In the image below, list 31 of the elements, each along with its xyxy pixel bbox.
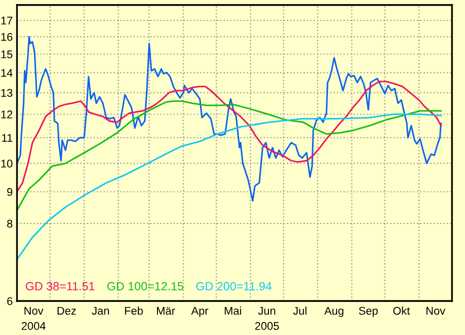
x-tick-label: Aug [324, 306, 344, 317]
text: GD 200=11.94 [196, 282, 272, 290]
y-tick-label: 16 [1, 33, 12, 41]
x-tick-label: Sep [358, 306, 378, 317]
x-tick-label: Nov 2004 [22, 306, 46, 330]
text: GD 100=12.15 [107, 282, 184, 290]
x-tick-label: Apr [191, 306, 208, 317]
y-tick-label: 14 [1, 69, 13, 77]
x-tick-label: Jun 2005 [255, 306, 279, 330]
x-tick-label: Jan [92, 306, 109, 315]
y-tick-label: 9 [7, 188, 12, 196]
x-tick-label: Okt [393, 306, 410, 315]
x-tick-label: Jul [293, 306, 306, 315]
x-tick-label: Nov [426, 306, 446, 315]
y-tick-label: 6 [7, 297, 12, 306]
y-tick-label: 11 [2, 134, 12, 142]
line-series [17, 36, 442, 202]
x-tick-label: Mai [224, 306, 242, 315]
x-tick-label: Feb [125, 306, 143, 315]
line-series [17, 113, 442, 260]
y-tick-label: 8 [7, 220, 12, 228]
line-series [17, 100, 442, 212]
y-tick-label: 15 [1, 50, 12, 58]
y-tick-label: 12 [1, 110, 12, 118]
y-tick-label: 10 [1, 160, 12, 168]
text: GD 38=11.51 [26, 282, 94, 290]
x-tick-label: Mär [157, 306, 176, 315]
line-series [17, 80, 442, 193]
x-tick-label: Dez [58, 306, 76, 315]
y-tick-label: 13 [1, 88, 12, 97]
y-tick-label: 17 [1, 16, 12, 24]
